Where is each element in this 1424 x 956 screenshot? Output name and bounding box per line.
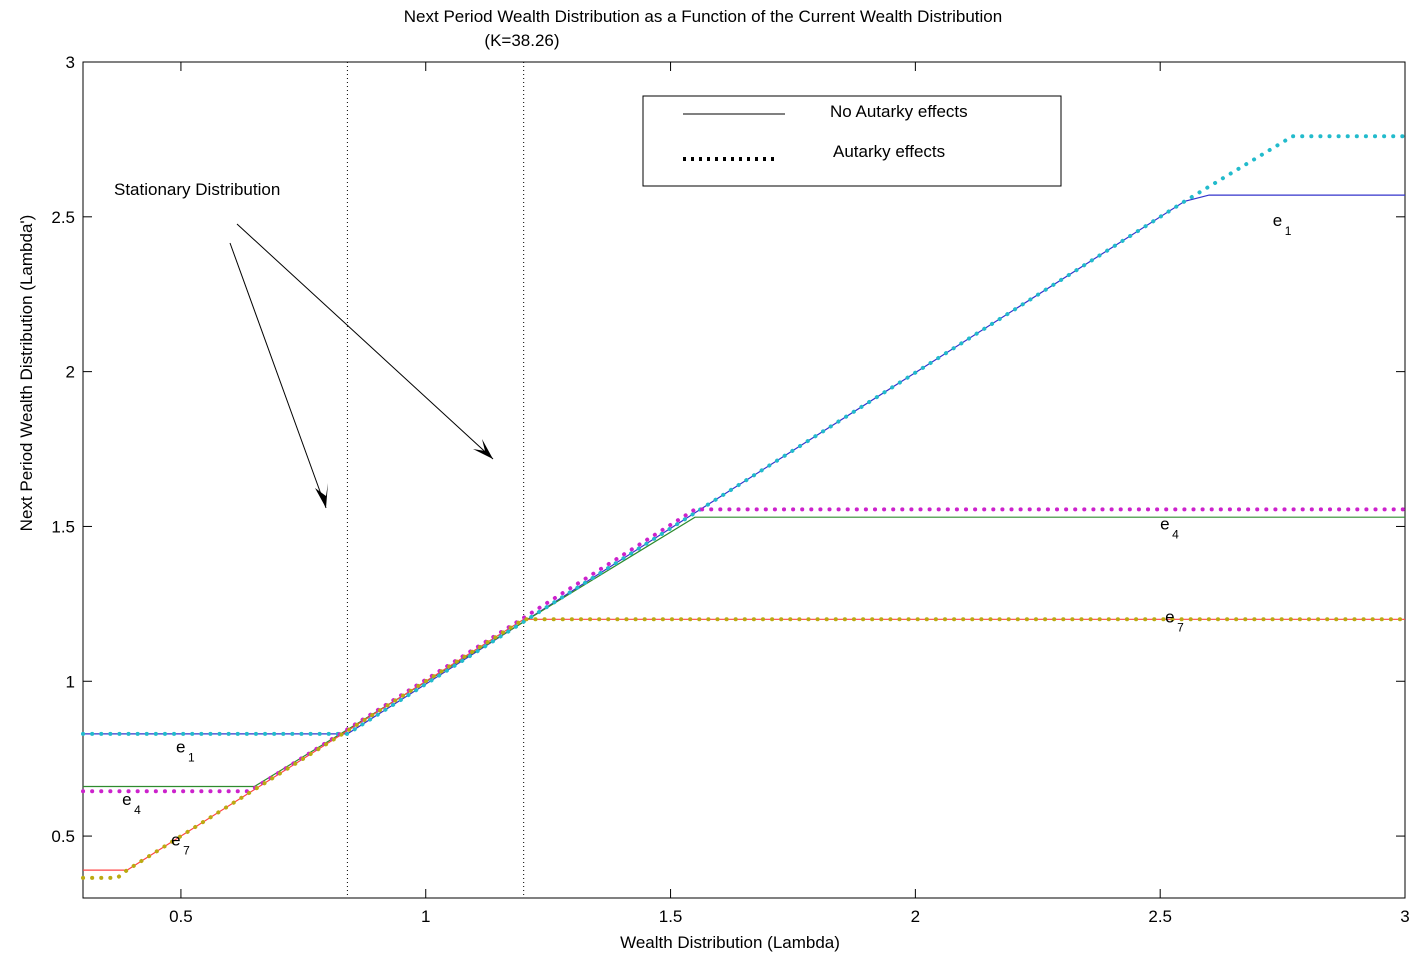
legend: No Autarky effects Autarky effects [642,95,1062,187]
legend-label-autarky: Autarky effects [833,142,945,161]
curve-label: e [176,737,185,756]
chart-title: Next Period Wealth Distribution as a Fun… [404,7,1002,26]
annotation-text: Stationary Distribution [114,180,280,199]
series-line-e4-solid [83,516,1405,788]
y-tick-label: 3 [66,53,75,72]
curve-label: e [1160,515,1169,534]
legend-label-no-autarky: No Autarky effects [830,102,968,121]
x-axis-label: Wealth Distribution (Lambda) [620,933,840,952]
series-line-e1-dotted [81,134,1407,736]
series-line-e7-dotted [81,617,1407,880]
curve-label-subscript: 1 [188,750,195,764]
curve-label: e [1273,211,1282,230]
curve-label-subscript: 4 [134,803,141,817]
curve-label-subscript: 1 [1285,224,1292,238]
y-tick-label: 1 [66,672,75,691]
stationary-annotation: Stationary Distribution [114,180,494,509]
annotation-arrowhead-1 [315,483,328,508]
curve-label-subscript: 7 [183,843,190,857]
y-tick-label: 1.5 [51,517,75,536]
annotation-arrow-1 [229,242,327,509]
curve-label-subscript: 7 [1177,620,1184,634]
plot-frame [82,61,1406,899]
curve-label-subscript: 4 [1172,528,1179,542]
legend-box [642,95,1062,187]
y-axis-label: Next Period Wealth Distribution (Lambda'… [17,215,36,532]
x-tick-label: 1.5 [659,907,683,926]
y-tick-label: 2 [66,363,75,382]
chart-subtitle: (K=38.26) [484,31,559,50]
x-tick-label: 2.5 [1148,907,1172,926]
x-tick-label: 0.5 [169,907,193,926]
annotation-arrowhead-2 [473,439,493,459]
x-tick-label: 3 [1400,907,1409,926]
curve-label: e [171,830,180,849]
y-tick-label: 0.5 [51,827,75,846]
series-line-e4-dotted [81,507,1407,794]
series-line-e7-solid [83,618,1405,871]
x-tick-label: 1 [421,907,430,926]
y-tick-label: 2.5 [51,208,75,227]
series-line-e1-solid [83,194,1405,735]
x-tick-label: 2 [911,907,920,926]
curve-label: e [122,790,131,809]
curve-label: e [1165,607,1174,626]
annotation-arrow-2 [236,223,494,460]
